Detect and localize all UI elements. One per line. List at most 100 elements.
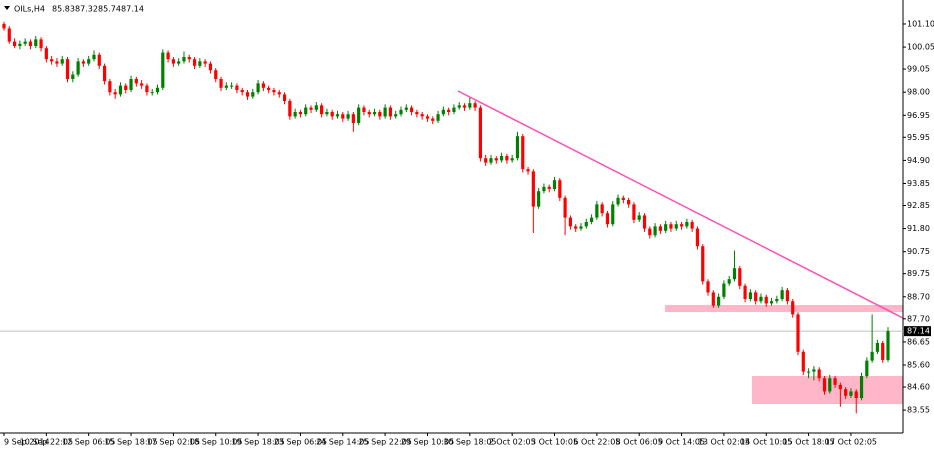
candle-body [669,224,673,229]
y-tick-label: 94.90 [907,156,930,165]
y-tick-label: 96.95 [907,111,930,120]
x-tick-label: 10 Sep 22:05 [20,438,73,447]
candle-body [214,70,218,79]
header-value: 85.74 [98,5,121,14]
menu-icon[interactable] [4,6,10,10]
candle-body [2,23,6,29]
header-value: 85.83 [52,5,75,14]
candle-body [298,111,303,115]
candle-body [155,87,160,93]
x-tick-label: 2 Oct 02:05 [489,438,536,447]
candle-body [97,54,101,66]
candle-body [489,158,493,163]
candle-body [759,296,763,302]
x-tick-label: 30 Sep 18:05 [443,438,496,447]
candle-body [102,65,107,82]
y-tick-label: 95.95 [907,133,930,142]
y-tick-label: 87.70 [907,314,930,323]
x-tick-label: 24 Sep 14:05 [316,438,369,447]
candle-body [838,384,842,390]
y-tick-label: 100.05 [907,43,934,52]
candle-body [325,111,329,115]
candle-body [775,299,779,302]
candle-body [372,111,377,115]
candle-body [537,191,541,207]
y-tick-label: 93.85 [907,179,930,188]
candle-body [23,41,27,44]
candle-body [706,281,710,293]
last-price-box [904,326,931,337]
header-value: 87.14 [121,5,144,14]
candle-body [499,155,504,161]
candle-body [701,246,705,282]
candle-body [584,222,588,227]
candle-body [81,61,86,64]
candle-body [118,85,123,95]
candle-body [743,285,747,300]
candle-body [420,114,424,117]
x-tick-label: 3 Oct 10:05 [531,438,578,447]
candle-body [605,213,610,225]
candle-body [55,61,59,64]
candle-body [817,369,821,379]
candle-body [648,228,652,236]
candle-body [203,61,207,64]
candle-body [521,136,525,170]
candle-body [653,226,657,236]
candle-body [171,59,175,64]
candle-body [886,331,890,360]
candle-body [235,85,239,90]
candle-body [822,378,827,392]
candle-body [145,85,149,93]
candle-body [854,391,858,399]
candle-body [124,85,128,90]
candle-body [346,114,350,119]
candle-body [150,92,154,94]
candle-body [664,224,668,231]
candle-body [711,292,715,306]
y-tick-label: 90.75 [907,247,930,256]
y-tick-label: 83.55 [907,406,930,415]
x-tick-label: 12 Sep 06:05 [62,438,115,447]
resistance-zone [665,305,903,312]
candle-body [320,105,324,115]
candle-body [616,197,620,205]
candle-body [685,222,689,227]
candle-body [288,100,292,117]
candle-body [256,83,260,93]
candle-body [399,109,403,115]
candle-body [192,59,197,66]
y-tick-label: 92.85 [907,201,930,210]
candle-body [526,169,530,172]
candle-body [87,59,91,64]
candle-body [632,204,636,220]
candle-body [7,28,11,42]
candle-body [505,155,509,161]
candle-body [791,301,795,315]
candle-body [50,59,54,62]
y-tick-label: 101.10 [907,19,934,28]
candle-body [140,83,144,86]
candle-body [658,226,662,231]
support-zone [752,376,903,404]
candle-body [314,105,318,110]
candle-body [462,105,467,108]
x-tick-label: 13 Oct 02:05 [698,438,750,447]
candle-body [531,171,535,207]
candle-body [468,103,472,108]
candle-body [447,109,451,112]
last-price-label: 87.14 [907,327,930,336]
candle-body [177,61,181,64]
header-value: 87.32 [75,5,98,14]
candle-body [367,111,371,115]
candle-body [674,224,678,229]
candle-body [277,92,281,95]
candle-body [65,59,70,79]
candle-body [494,158,498,161]
candle-body [748,292,752,300]
candle-body [828,378,832,392]
candle-body [833,378,837,385]
candle-body [108,81,112,93]
